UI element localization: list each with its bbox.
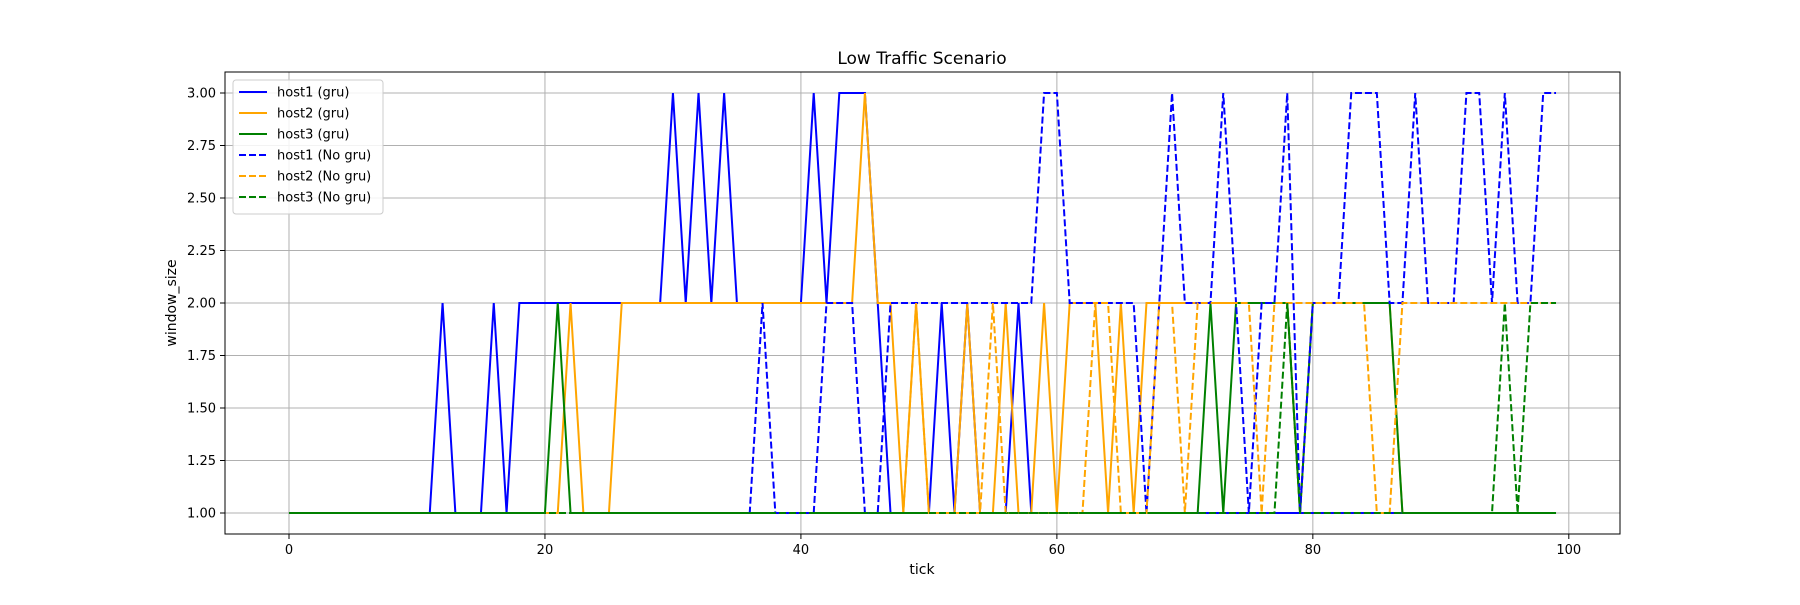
y-tick-label: 1.00 [187, 507, 216, 522]
legend-label: host1 (gru) [277, 86, 349, 101]
x-axis-label: tick [909, 562, 935, 578]
legend-label: host2 (gru) [277, 107, 349, 122]
x-tick-label: 60 [1049, 543, 1066, 558]
y-axis-label: window_size [164, 259, 180, 346]
series-line-6 [288, 302, 1557, 514]
x-tick-label: 40 [793, 543, 810, 558]
x-tick-label: 0 [285, 543, 293, 558]
chart-title: Low Traffic Scenario [837, 49, 1006, 69]
legend-box [232, 79, 384, 215]
legend-label: host2 (No gru) [277, 170, 371, 185]
axis-ticks: 0 20 40 60 80 100 1.00 1.25 1.50 1.75 2.00 2.25 2.50… [187, 87, 1581, 559]
y-tick-label: 2.75 [187, 139, 216, 154]
y-tick-label: 2.25 [187, 244, 216, 259]
y-tick-label: 2.00 [187, 297, 216, 312]
y-tick-label: 1.25 [187, 454, 216, 469]
legend: host1 (gru) host2 (gru) host3 (gru) host1 (… [232, 79, 384, 215]
x-tick-label: 20 [537, 543, 554, 558]
series-lines [288, 92, 1557, 514]
x-tick-label: 100 [1556, 543, 1581, 558]
y-tick-label: 3.00 [187, 87, 216, 102]
y-tick-label: 2.50 [187, 192, 216, 207]
legend-label: host3 (No gru) [277, 191, 371, 206]
y-tick-label: 1.75 [187, 349, 216, 364]
grid [225, 72, 1620, 534]
legend-label: host3 (gru) [277, 128, 349, 143]
x-tick-label: 80 [1305, 543, 1322, 558]
y-tick-label: 1.50 [187, 402, 216, 417]
legend-label: host1 (No gru) [277, 149, 371, 164]
